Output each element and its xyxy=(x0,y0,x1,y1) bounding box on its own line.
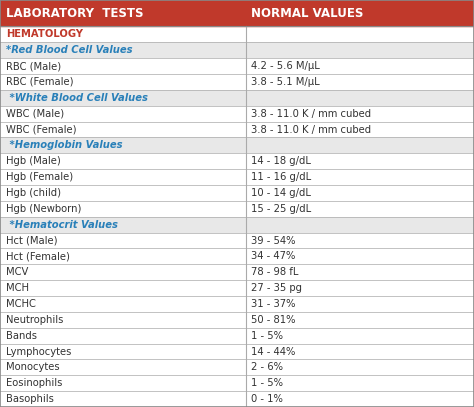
Text: 2 - 6%: 2 - 6% xyxy=(251,362,283,372)
FancyBboxPatch shape xyxy=(0,264,474,280)
Text: WBC (Female): WBC (Female) xyxy=(6,125,76,135)
Text: 1 - 5%: 1 - 5% xyxy=(251,330,283,341)
Text: 31 - 37%: 31 - 37% xyxy=(251,299,296,309)
Text: 0 - 1%: 0 - 1% xyxy=(251,394,283,404)
FancyBboxPatch shape xyxy=(0,359,474,375)
FancyBboxPatch shape xyxy=(0,296,474,312)
Text: MCV: MCV xyxy=(6,267,28,277)
FancyBboxPatch shape xyxy=(0,74,474,90)
Text: 3.8 - 5.1 M/μL: 3.8 - 5.1 M/μL xyxy=(251,77,320,87)
FancyBboxPatch shape xyxy=(0,106,474,122)
FancyBboxPatch shape xyxy=(0,122,474,138)
Text: Hgb (Female): Hgb (Female) xyxy=(6,172,73,182)
Text: 4.2 - 5.6 M/μL: 4.2 - 5.6 M/μL xyxy=(251,61,320,71)
Text: 27 - 35 pg: 27 - 35 pg xyxy=(251,283,302,293)
Text: 1 - 5%: 1 - 5% xyxy=(251,378,283,388)
FancyBboxPatch shape xyxy=(0,217,474,232)
FancyBboxPatch shape xyxy=(0,90,474,106)
Text: Hct (Male): Hct (Male) xyxy=(6,236,57,245)
Text: MCHC: MCHC xyxy=(6,299,36,309)
FancyBboxPatch shape xyxy=(0,201,474,217)
Text: 15 - 25 g/dL: 15 - 25 g/dL xyxy=(251,204,311,214)
Text: 14 - 18 g/dL: 14 - 18 g/dL xyxy=(251,156,311,166)
FancyBboxPatch shape xyxy=(0,0,474,26)
Text: 14 - 44%: 14 - 44% xyxy=(251,346,296,357)
Text: Monocytes: Monocytes xyxy=(6,362,59,372)
Text: Basophils: Basophils xyxy=(6,394,54,404)
FancyBboxPatch shape xyxy=(0,26,474,42)
Text: 11 - 16 g/dL: 11 - 16 g/dL xyxy=(251,172,311,182)
FancyBboxPatch shape xyxy=(0,280,474,296)
Text: 3.8 - 11.0 K / mm cubed: 3.8 - 11.0 K / mm cubed xyxy=(251,125,371,135)
Text: HEMATOLOGY: HEMATOLOGY xyxy=(6,29,82,39)
Text: 50 - 81%: 50 - 81% xyxy=(251,315,296,325)
Text: 3.8 - 11.0 K / mm cubed: 3.8 - 11.0 K / mm cubed xyxy=(251,109,371,119)
FancyBboxPatch shape xyxy=(0,185,474,201)
Text: WBC (Male): WBC (Male) xyxy=(6,109,64,119)
FancyBboxPatch shape xyxy=(0,169,474,185)
FancyBboxPatch shape xyxy=(0,138,474,153)
Text: MCH: MCH xyxy=(6,283,29,293)
Text: Hgb (Male): Hgb (Male) xyxy=(6,156,61,166)
Text: *Red Blood Cell Values: *Red Blood Cell Values xyxy=(6,45,132,55)
Text: Hct (Female): Hct (Female) xyxy=(6,252,70,261)
FancyBboxPatch shape xyxy=(0,328,474,344)
FancyBboxPatch shape xyxy=(0,391,474,407)
Text: Hgb (Newborn): Hgb (Newborn) xyxy=(6,204,81,214)
Text: Neutrophils: Neutrophils xyxy=(6,315,63,325)
FancyBboxPatch shape xyxy=(0,232,474,248)
FancyBboxPatch shape xyxy=(0,248,474,264)
Text: *White Blood Cell Values: *White Blood Cell Values xyxy=(6,93,148,103)
Text: *Hemoglobin Values: *Hemoglobin Values xyxy=(6,140,122,150)
Text: 78 - 98 fL: 78 - 98 fL xyxy=(251,267,299,277)
Text: *Hematocrit Values: *Hematocrit Values xyxy=(6,220,118,230)
FancyBboxPatch shape xyxy=(0,153,474,169)
Text: 10 - 14 g/dL: 10 - 14 g/dL xyxy=(251,188,311,198)
Text: RBC (Female): RBC (Female) xyxy=(6,77,73,87)
Text: Bands: Bands xyxy=(6,330,36,341)
Text: RBC (Male): RBC (Male) xyxy=(6,61,61,71)
FancyBboxPatch shape xyxy=(0,42,474,58)
Text: 39 - 54%: 39 - 54% xyxy=(251,236,296,245)
Text: Hgb (child): Hgb (child) xyxy=(6,188,61,198)
FancyBboxPatch shape xyxy=(0,58,474,74)
Text: LABORATORY  TESTS: LABORATORY TESTS xyxy=(6,7,143,20)
Text: Eosinophils: Eosinophils xyxy=(6,378,62,388)
Text: Lymphocytes: Lymphocytes xyxy=(6,346,71,357)
Text: NORMAL VALUES: NORMAL VALUES xyxy=(251,7,364,20)
Text: 34 - 47%: 34 - 47% xyxy=(251,252,296,261)
FancyBboxPatch shape xyxy=(0,344,474,359)
FancyBboxPatch shape xyxy=(0,375,474,391)
FancyBboxPatch shape xyxy=(0,312,474,328)
